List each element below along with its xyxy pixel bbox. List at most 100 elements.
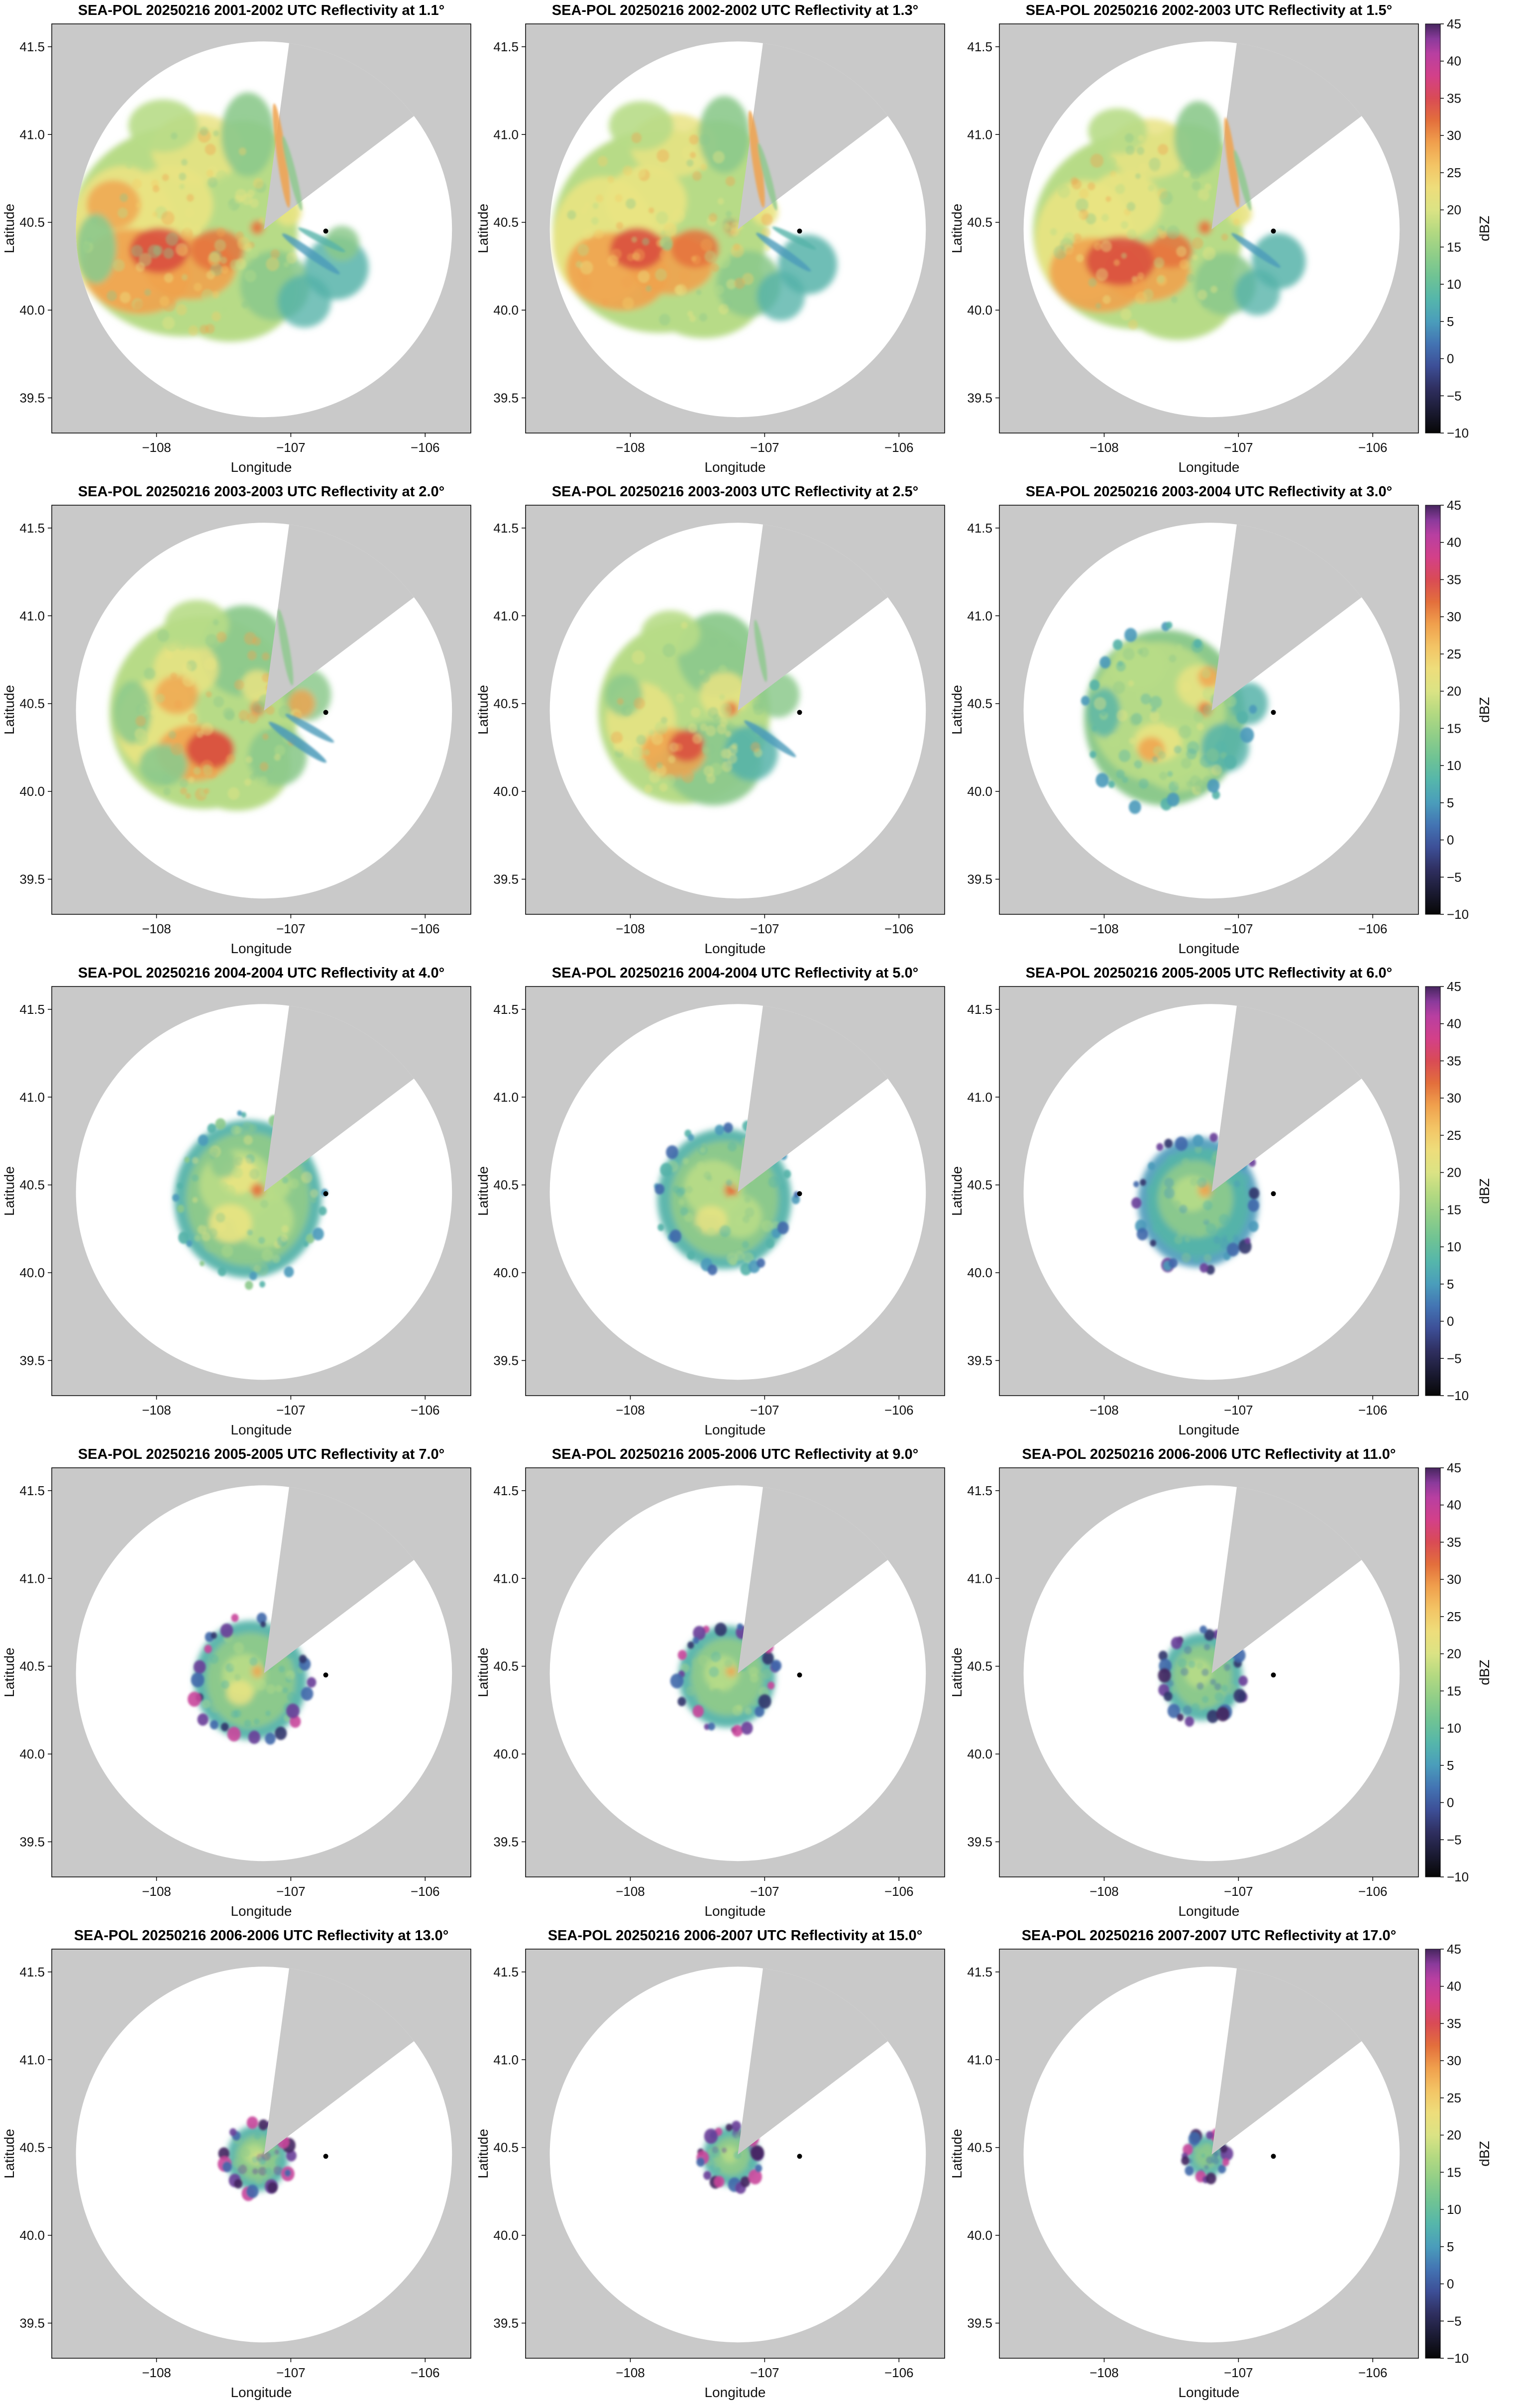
y-tick-label: 41.0 xyxy=(19,1090,45,1104)
y-tick-label: 40.5 xyxy=(19,696,45,711)
x-tick-label: −106 xyxy=(411,2365,440,2380)
colorbar-tick-label: 25 xyxy=(1447,165,1461,180)
colorbar-bar xyxy=(1425,23,1441,434)
y-tick-label: 39.5 xyxy=(493,1834,519,1849)
colorbar-tick-label: 45 xyxy=(1447,16,1461,31)
colorbar: −10 −5 0 5 10 15 20 25 30 35 40 45 dBZ xyxy=(1425,1942,1492,2366)
colorbar-tick-label: 30 xyxy=(1447,609,1461,624)
panel-title: SEA-POL 20250216 2005-2005 UTC Reflectiv… xyxy=(78,1446,444,1462)
x-tick-label: −108 xyxy=(1089,2365,1119,2380)
x-tick-label: −107 xyxy=(750,921,779,936)
x-axis-label: Longitude xyxy=(230,1422,292,1437)
panel-title: SEA-POL 20250216 2002-2002 UTC Reflectiv… xyxy=(552,2,918,18)
location-marker xyxy=(1271,2154,1276,2159)
y-tick-label: 40.5 xyxy=(967,1178,992,1193)
radar-panel: SEA-POL 20250216 2006-2006 UTC Reflectiv… xyxy=(950,1446,1419,1919)
colorbar-tick-label: 5 xyxy=(1447,1758,1454,1773)
y-tick-label: 40.0 xyxy=(493,1747,519,1761)
colorbar-tick-label: 15 xyxy=(1447,721,1461,736)
panel-title: SEA-POL 20250216 2004-2004 UTC Reflectiv… xyxy=(552,965,918,981)
colorbar-tick-label: 20 xyxy=(1447,203,1461,218)
location-marker xyxy=(797,1191,802,1197)
radar-panel: SEA-POL 20250216 2007-2007 UTC Reflectiv… xyxy=(950,1928,1419,2400)
plot-frame xyxy=(525,986,945,1396)
colorbar-tick-label: −5 xyxy=(1447,870,1462,884)
echo-texture xyxy=(611,622,764,793)
echo-texture xyxy=(567,132,773,326)
panel-title: SEA-POL 20250216 2006-2006 UTC Reflectiv… xyxy=(74,1928,449,1944)
y-tick-label: 41.5 xyxy=(967,1965,992,1979)
y-tick-label: 41.5 xyxy=(19,1002,45,1017)
echo-texture xyxy=(1164,1643,1237,1715)
y-tick-label: 39.5 xyxy=(493,1353,519,1368)
colorbar-tick-label: −10 xyxy=(1447,1869,1469,1884)
colorbar-tick-label: −10 xyxy=(1447,426,1469,440)
x-tick-label: −108 xyxy=(616,1884,645,1899)
y-tick-label: 40.0 xyxy=(19,1747,45,1761)
x-tick-label: −108 xyxy=(142,1403,171,1418)
x-tick-label: −106 xyxy=(411,921,440,936)
y-tick-label: 41.0 xyxy=(967,1090,992,1104)
colorbar-tick-label: 10 xyxy=(1447,1239,1461,1254)
colorbar-tick-label: 0 xyxy=(1447,1314,1454,1329)
y-tick-label: 41.0 xyxy=(493,608,519,623)
x-tick-label: −108 xyxy=(616,921,645,936)
x-tick-label: −106 xyxy=(411,1403,440,1418)
radar-panel: SEA-POL 20250216 2005-2006 UTC Reflectiv… xyxy=(476,1446,945,1919)
panel-title: SEA-POL 20250216 2005-2005 UTC Reflectiv… xyxy=(1026,965,1392,981)
figure-row-5: SEA-POL 20250216 2006-2006 UTC Reflectiv… xyxy=(2,1925,1517,2407)
location-marker xyxy=(323,228,328,234)
x-tick-label: −107 xyxy=(276,921,306,936)
radar-panel: SEA-POL 20250216 2004-2004 UTC Reflectiv… xyxy=(476,965,945,1437)
colorbar-tick-label: 20 xyxy=(1447,2128,1461,2143)
colorbar-tick-label: 25 xyxy=(1447,2090,1461,2105)
location-marker xyxy=(797,710,802,715)
panel-title: SEA-POL 20250216 2002-2003 UTC Reflectiv… xyxy=(1026,2,1392,18)
colorbar-tick-label: 45 xyxy=(1447,1942,1461,1957)
y-tick-label: 41.0 xyxy=(19,127,45,142)
y-tick-label: 40.0 xyxy=(493,784,519,799)
colorbar-tick-label: −5 xyxy=(1447,1351,1462,1366)
radar-echo xyxy=(76,92,369,342)
x-axis-label: Longitude xyxy=(704,941,765,956)
echo-spokes xyxy=(268,609,334,763)
location-marker xyxy=(323,1191,328,1197)
colorbar-tick-label: 5 xyxy=(1447,314,1454,329)
x-tick-label: −108 xyxy=(616,1403,645,1418)
y-axis-label: Latitude xyxy=(950,1647,965,1697)
colorbar-tick-label: 15 xyxy=(1447,1683,1461,1698)
radar-panel: SEA-POL 20250216 2006-2006 UTC Reflectiv… xyxy=(2,1928,471,2400)
x-tick-label: −108 xyxy=(142,2365,171,2380)
y-axis-label: Latitude xyxy=(2,2129,17,2179)
y-axis-label: Latitude xyxy=(476,2129,491,2179)
x-tick-label: −108 xyxy=(1089,1403,1119,1418)
radar-panel: SEA-POL 20250216 2006-2007 UTC Reflectiv… xyxy=(476,1928,945,2400)
y-tick-label: 39.5 xyxy=(19,872,45,886)
colorbar-tick-label: −10 xyxy=(1447,1388,1469,1403)
y-tick-label: 40.0 xyxy=(19,2228,45,2243)
x-axis-label: Longitude xyxy=(230,459,292,475)
y-tick-label: 41.5 xyxy=(967,1483,992,1498)
x-tick-label: −107 xyxy=(1224,921,1253,936)
y-tick-label: 41.0 xyxy=(493,127,519,142)
colorbar-tick-label: 0 xyxy=(1447,1795,1454,1810)
y-tick-label: 40.0 xyxy=(967,784,992,799)
y-tick-label: 41.5 xyxy=(19,1965,45,1979)
colorbar-tick-label: 10 xyxy=(1447,277,1461,292)
figure-row-3: SEA-POL 20250216 2004-2004 UTC Reflectiv… xyxy=(2,963,1517,1444)
y-tick-label: 40.5 xyxy=(493,696,519,711)
colorbar-tick-label: 15 xyxy=(1447,1202,1461,1217)
y-tick-label: 41.0 xyxy=(19,2052,45,2067)
colorbar-tick-label: 5 xyxy=(1447,795,1454,810)
colorbar-tick-label: 30 xyxy=(1447,128,1461,143)
y-tick-label: 41.5 xyxy=(967,521,992,536)
y-tick-label: 41.5 xyxy=(493,1483,519,1498)
plot-frame xyxy=(51,23,471,434)
y-tick-label: 41.5 xyxy=(967,39,992,54)
y-axis-label: Latitude xyxy=(2,1647,17,1697)
y-tick-label: 40.0 xyxy=(493,1265,519,1280)
y-tick-label: 40.5 xyxy=(19,1178,45,1193)
y-axis-label: Latitude xyxy=(950,2129,965,2179)
y-tick-label: 40.0 xyxy=(19,784,45,799)
y-tick-label: 41.5 xyxy=(493,39,519,54)
